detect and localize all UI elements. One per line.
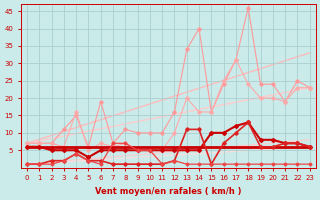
X-axis label: Vent moyen/en rafales ( km/h ): Vent moyen/en rafales ( km/h ) — [95, 187, 242, 196]
